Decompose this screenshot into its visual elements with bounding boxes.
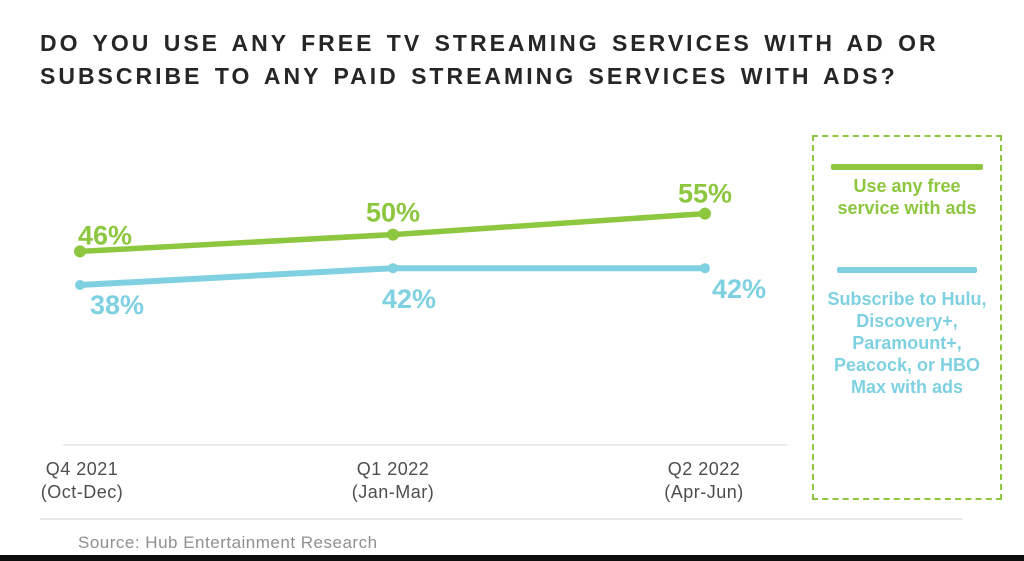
legend-swatch-subscribe	[837, 267, 977, 273]
x-tick-q2-2022: Q2 2022 (Apr-Jun)	[664, 458, 744, 504]
data-point	[700, 263, 710, 274]
data-label: 42%	[382, 284, 436, 314]
data-point	[75, 280, 85, 290]
chart-title-line-2: SUBSCRIBE TO ANY PAID STREAMING SERVICES…	[40, 63, 898, 89]
x-tick-label: Q4 2021	[45, 459, 119, 479]
data-label: 46%	[78, 220, 132, 250]
x-tick-q1-2022: Q1 2022 (Jan-Mar)	[352, 458, 435, 504]
x-tick-q4-2021: Q4 2021 (Oct-Dec)	[41, 458, 124, 504]
data-point	[388, 263, 398, 274]
legend-label-free-service: Use any free service with ads	[814, 175, 1000, 219]
x-axis-line	[63, 444, 787, 446]
data-label: 50%	[366, 198, 420, 228]
source-text: Source: Hub Entertainment Research	[78, 533, 378, 552]
data-label: 55%	[678, 179, 732, 209]
data-label: 42%	[712, 274, 766, 304]
legend-label-line: Peacock, or HBO	[833, 355, 981, 375]
data-point	[387, 228, 399, 241]
legend-label-line: Use any free	[853, 176, 961, 196]
data-point	[74, 245, 86, 258]
chart-title-line-1: DO YOU USE ANY FREE TV STREAMING SERVICE…	[40, 30, 939, 56]
legend-label-line: Max with ads	[850, 377, 964, 397]
legend-label-line: service with ads	[837, 198, 977, 218]
chart-title: DO YOU USE ANY FREE TV STREAMING SERVICE…	[40, 27, 939, 93]
legend-swatch-free-service	[831, 164, 983, 170]
bottom-bar	[0, 555, 1024, 561]
data-point	[699, 207, 711, 220]
footer-divider	[40, 518, 962, 520]
x-tick-sublabel: (Oct-Dec)	[40, 482, 124, 502]
data-label: 38%	[90, 290, 144, 320]
legend: Use any free service with ads Subscribe …	[812, 135, 1002, 500]
x-tick-sublabel: (Apr-Jun)	[664, 482, 744, 502]
legend-label-line: Subscribe to Hulu,	[827, 289, 987, 309]
legend-label-line: Discovery+,	[856, 311, 958, 331]
x-tick-sublabel: (Jan-Mar)	[351, 482, 435, 502]
legend-label-subscribe: Subscribe to Hulu, Discovery+, Paramount…	[814, 288, 1000, 398]
legend-label-line: Paramount+,	[852, 333, 962, 353]
x-tick-label: Q2 2022	[667, 459, 741, 479]
x-tick-label: Q1 2022	[356, 459, 430, 479]
